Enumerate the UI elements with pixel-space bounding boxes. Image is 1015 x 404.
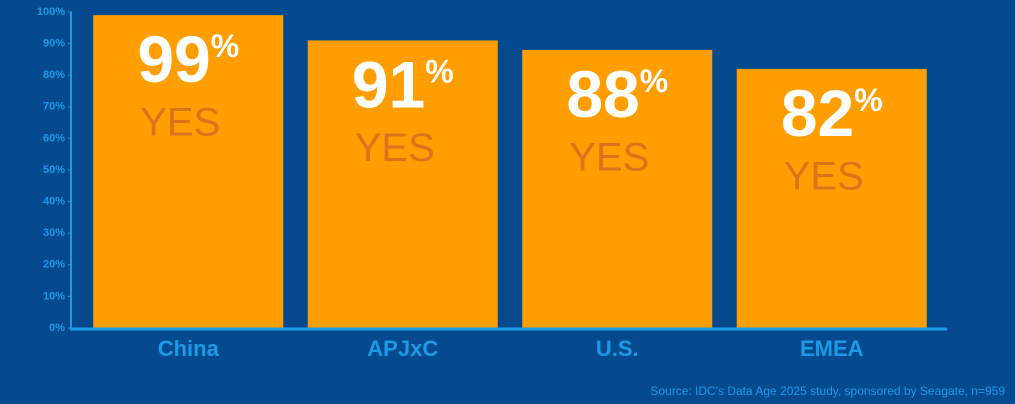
value-unit: % <box>211 29 239 65</box>
bar <box>522 49 713 329</box>
y-tick-label: 100% <box>37 6 65 18</box>
y-tick-label: 20% <box>43 259 65 271</box>
y-tick-label: 0% <box>49 322 65 334</box>
value-number: 91 <box>352 48 425 122</box>
bar <box>93 15 284 328</box>
y-tick-label: 50% <box>43 164 65 176</box>
source-note: Source: IDC's Data Age 2025 study, spons… <box>650 384 1005 398</box>
value-number: 99 <box>137 23 210 97</box>
value-sublabel: YES <box>569 135 649 179</box>
value-unit: % <box>425 54 453 90</box>
value-label: 99% <box>137 23 239 97</box>
bar <box>307 40 498 328</box>
x-tick-label: EMEA <box>800 336 864 361</box>
bar <box>736 68 927 328</box>
value-sublabel: YES <box>784 154 864 198</box>
y-tick-label: 40% <box>43 196 65 208</box>
value-label: 82% <box>781 76 883 150</box>
value-label: 88% <box>566 57 668 131</box>
y-tick-label: 30% <box>43 227 65 239</box>
value-unit: % <box>640 63 668 99</box>
y-tick-label: 60% <box>43 132 65 144</box>
value-sublabel: YES <box>140 101 220 145</box>
y-tick-label: 70% <box>43 101 65 113</box>
x-tick-label: China <box>158 336 220 361</box>
value-unit: % <box>854 82 882 118</box>
value-sublabel: YES <box>355 126 435 170</box>
y-tick-label: 10% <box>43 290 65 302</box>
y-tick-label: 80% <box>43 69 65 81</box>
x-tick-label: U.S. <box>596 336 639 361</box>
value-number: 82 <box>781 76 854 150</box>
value-number: 88 <box>566 57 639 131</box>
y-tick-label: 90% <box>43 38 65 50</box>
x-tick-label: APJxC <box>367 336 438 361</box>
value-label: 91% <box>352 48 454 122</box>
